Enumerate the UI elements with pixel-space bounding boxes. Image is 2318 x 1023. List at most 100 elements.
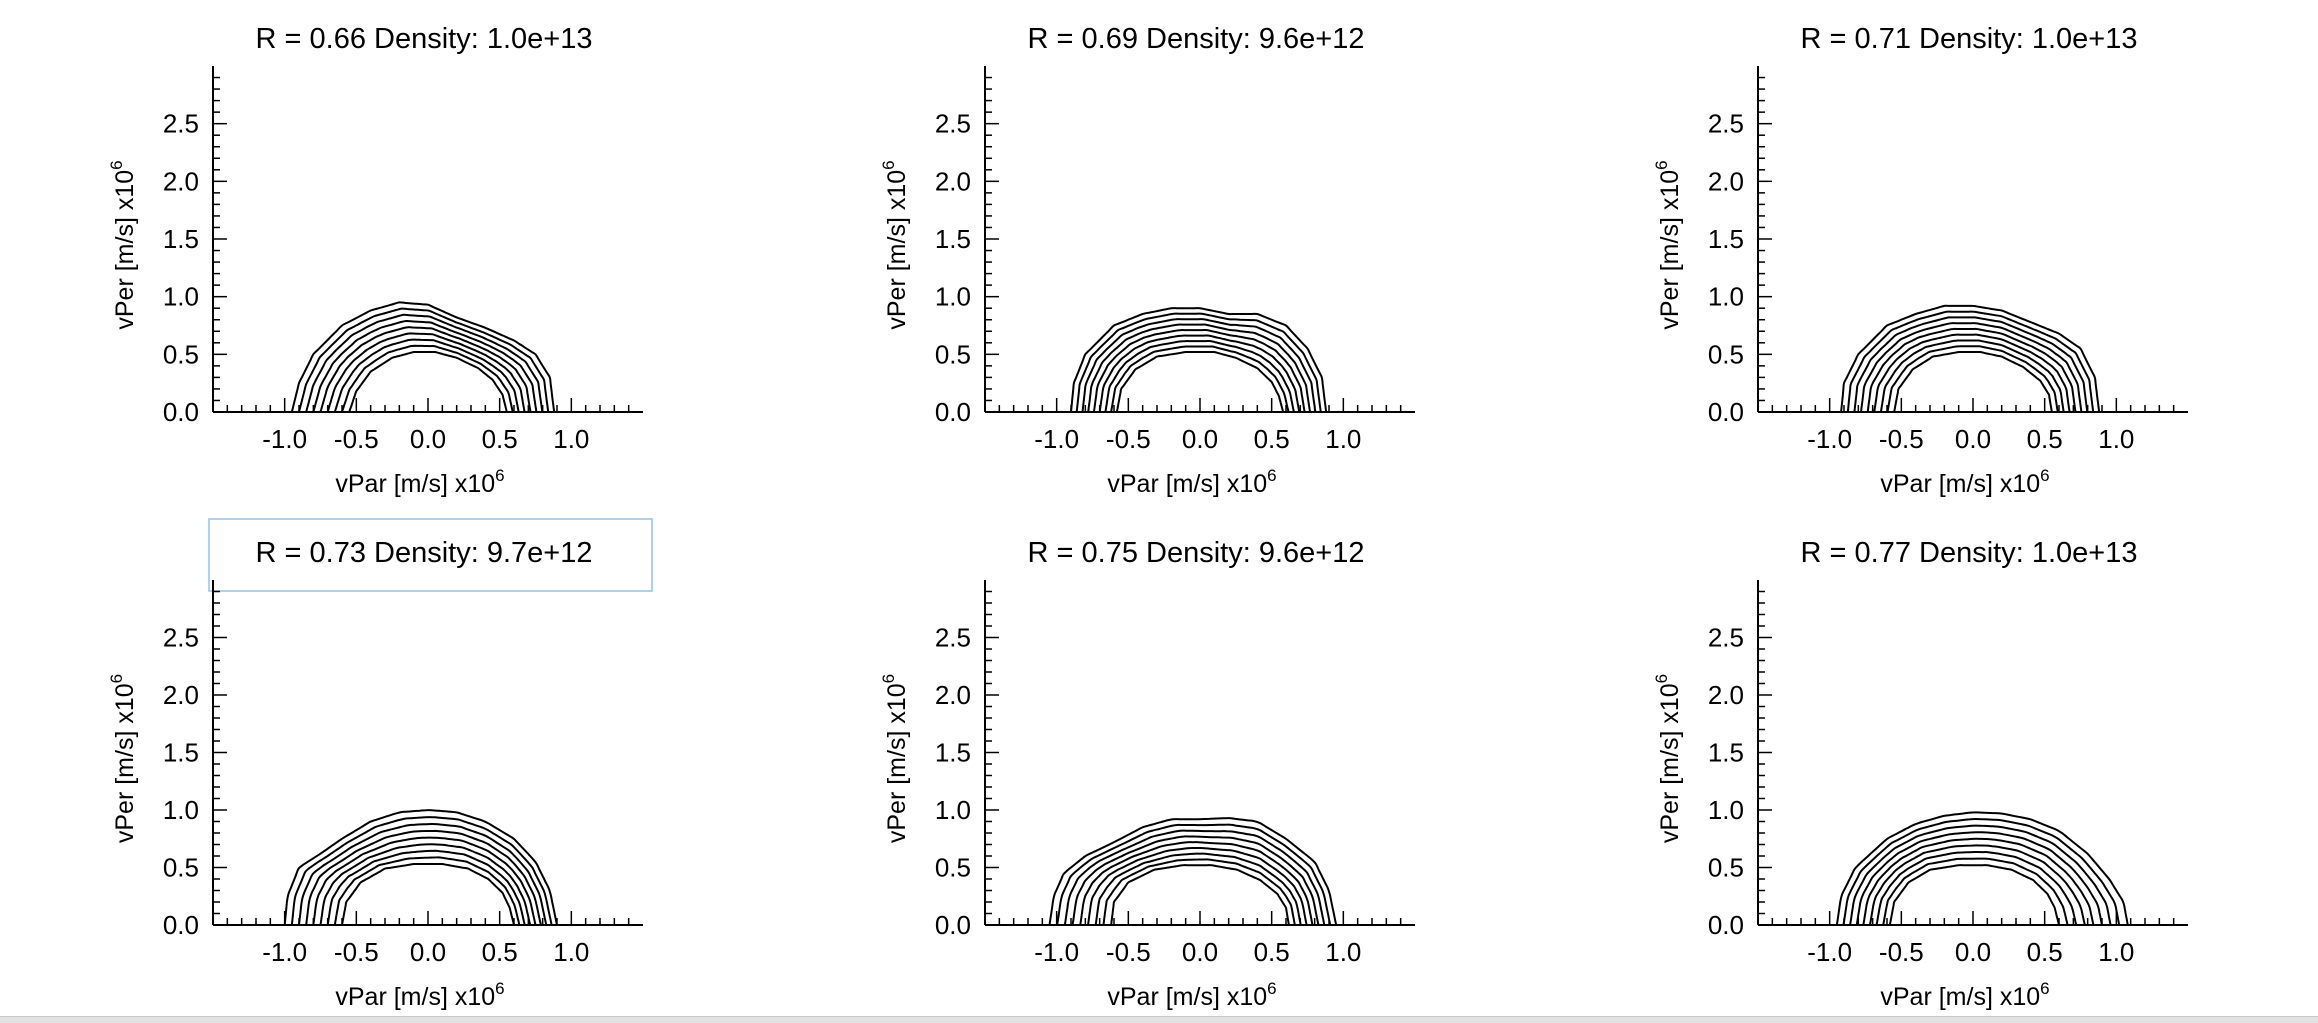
panel-5-ylabel: vPer [m/s] x106 [879,674,911,843]
panel-3-xtick-label: 0.0 [1955,424,1991,454]
panel-2-contour-line [1098,334,1301,413]
panel-3-contour-line [1879,339,2065,413]
panel-5-contour-line [1056,823,1332,926]
panel-2-xtick-label: -0.5 [1106,424,1151,454]
panel-2-contour-line [1115,350,1285,413]
panel-6-ytick-label: 1.0 [1708,795,1744,825]
panel-1-ytick-label: 1.5 [163,224,199,254]
panel-4-ytick-label: 2.5 [163,623,199,653]
panel-6-ytick-label: 0.0 [1708,910,1744,940]
panel-5-ytick-label: 1.0 [935,795,971,825]
panel-1-ylabel: vPer [m/s] x106 [107,160,139,329]
panel-1-ytick-label: 2.0 [163,166,199,196]
panel-5-ytick-label: 2.0 [935,680,971,710]
panel-6-ytick-label: 1.5 [1708,738,1744,768]
panel-1-xlabel: vPar [m/s] x106 [335,466,504,498]
panel-5-xlabel-text: vPar [m/s] x10 [1107,983,1267,1011]
panel-3-ylabel-text: vPer [m/s] x10 [1656,170,1684,330]
panel-5-contour-line [1079,841,1314,926]
panel-3-xtick-label: -1.0 [1807,424,1852,454]
panel-2-ytick-label: 0.5 [935,339,971,369]
panel-6-xlabel-exponent: 6 [2040,979,2049,998]
panel-4-contour-line [341,862,515,926]
panel-6-contour-line [1875,850,2078,926]
panel-3-xtick-label: 1.0 [2098,424,2134,454]
panel-5-ytick-label: 2.5 [935,623,971,653]
panel-2-ylabel-text: vPer [m/s] x10 [883,170,911,330]
panel-5-contour-line [1087,846,1308,926]
panel-1-ytick-label: 2.5 [163,109,199,139]
panel-1-contour-line [326,332,526,413]
panel-3-xlabel-text: vPar [m/s] x10 [1880,470,2040,498]
panel-5-xtick-label: -0.5 [1106,937,1151,967]
panel-5-contour-line [1063,829,1326,926]
panel-1-ytick-label: 0.5 [163,339,199,369]
panel-4-ylabel: vPer [m/s] x106 [107,674,139,843]
panel-1-xlabel-exponent: 6 [495,466,504,485]
panel-2-title: R = 0.69 Density: 9.6e+12 [1028,23,1365,55]
panel-5-contour-line [1048,817,1338,926]
panel-3-ytick-label: 0.0 [1708,397,1744,427]
panel-2-ytick-label: 1.0 [935,282,971,312]
panel-3-contour-line [1860,322,2083,413]
panel-3-contour-line [1846,310,2095,413]
panel-3-ytick-label: 2.0 [1708,166,1744,196]
panel-1-ylabel-text: vPer [m/s] x10 [111,170,139,330]
panel-2-ytick-label: 0.0 [935,397,971,427]
panel-1-title: R = 0.66 Density: 1.0e+13 [256,23,593,55]
panel-3-ylabel: vPer [m/s] x106 [1652,160,1684,329]
panel-5-ylabel-exponent: 6 [879,674,898,683]
panel-1-ylabel-exponent: 6 [107,160,126,169]
panel-5-ytick-label: 1.5 [935,738,971,768]
panel-6-contour-line [1862,837,2095,926]
panel-1-contour-line [348,350,508,413]
panel-3-contour-line [1866,327,2077,413]
panel-3-xlabel-exponent: 6 [2040,466,2049,485]
panel-6-ylabel-text: vPer [m/s] x10 [1656,683,1684,843]
panel-4-ytick-label: 2.0 [163,680,199,710]
panel-3-title: R = 0.71 Density: 1.0e+13 [1801,23,2138,55]
panel-6-ytick-label: 2.0 [1708,680,1744,710]
panel-2-ytick-label: 2.0 [935,166,971,196]
panel-6-contour-line [1842,817,2121,926]
panel-5-ytick-label: 0.5 [935,853,971,883]
panel-6-contour-line [1849,824,2112,926]
panel-1-contour-line [319,326,532,413]
panel-3-contour-line [1853,316,2089,413]
panel-4-contour-line [290,816,553,926]
panel-5-contour-line [1071,835,1320,926]
panel-4-xlabel: vPar [m/s] x106 [335,979,504,1011]
panel-4-xtick-label: 0.5 [482,937,518,967]
panel-2-contour-line [1081,318,1317,413]
panel-5-ylabel-text: vPer [m/s] x10 [883,683,911,843]
panel-5-title: R = 0.75 Density: 9.6e+12 [1028,537,1365,569]
panel-1-ytick-label: 1.0 [163,282,199,312]
panel-1-xtick-label: 1.0 [553,424,589,454]
panel-6-xtick-label: -1.0 [1807,937,1852,967]
panel-2-xtick-label: -1.0 [1034,424,1079,454]
panel-4-ylabel-text: vPer [m/s] x10 [111,683,139,843]
panel-2-contour-line [1092,329,1306,413]
panel-6-contour-line [1855,831,2103,926]
panel-2-contour-line [1104,340,1295,413]
panel-6-contour-line [1888,864,2060,926]
panel-4-ylabel-exponent: 6 [107,674,126,683]
panel-6-xtick-label: 1.0 [2098,937,2134,967]
panel-4-xtick-label: -0.5 [334,937,379,967]
panel-2-xtick-label: 1.0 [1325,424,1361,454]
panel-4-contour-line [326,849,526,926]
panel-4-title-selection-box [208,518,653,592]
panel-3-ytick-label: 2.5 [1708,109,1744,139]
panel-4-title: R = 0.73 Density: 9.7e+12 [256,537,593,569]
panel-4-contour-line [298,822,548,926]
panel-5-contour-line [1110,864,1290,926]
panel-5-xlabel: vPar [m/s] x106 [1107,979,1276,1011]
panel-4-contour-line [305,829,542,926]
panel-5-xlabel-exponent: 6 [1267,979,1276,998]
panel-2-xlabel-text: vPar [m/s] x10 [1107,470,1267,498]
panel-6-contour-line [1882,857,2069,926]
panel-3-contour-line [1886,345,2059,413]
panel-2-ytick-label: 2.5 [935,109,971,139]
panel-4-xlabel-text: vPar [m/s] x10 [335,983,495,1011]
